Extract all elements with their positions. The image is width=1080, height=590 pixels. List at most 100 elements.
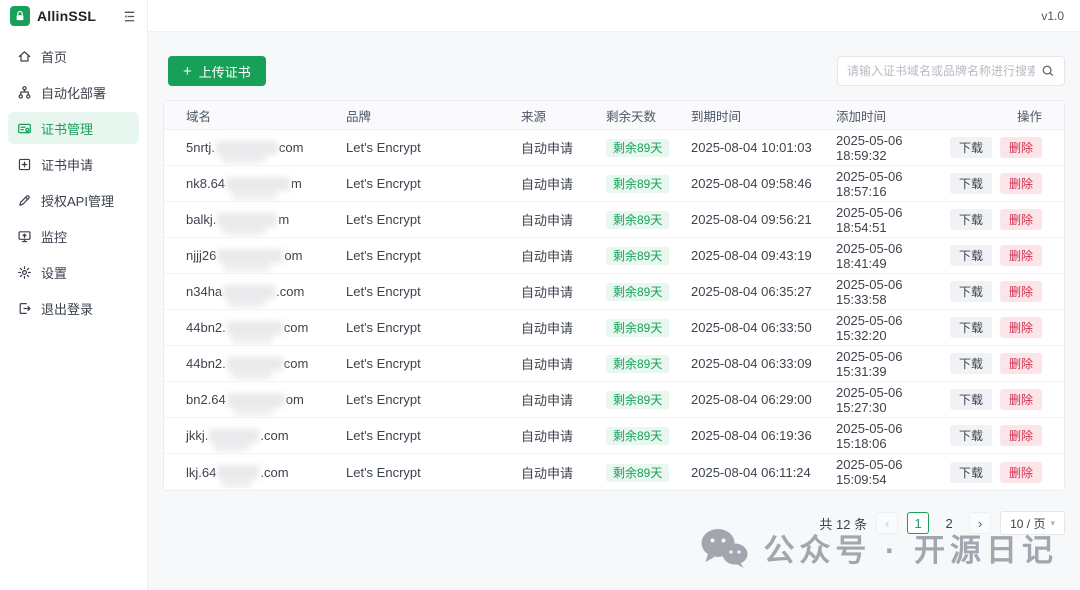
page-size-select[interactable]: 10 / 页 ▾	[1000, 511, 1065, 535]
sidebar-item-label: 退出登录	[41, 301, 94, 317]
sidebar-item-certificate[interactable]: 证书管理	[8, 112, 139, 144]
sidebar-item-label: 设置	[41, 265, 68, 281]
blurred-domain-segment	[226, 176, 291, 199]
delete-button[interactable]: 删除	[1000, 353, 1042, 374]
download-button[interactable]: 下载	[950, 281, 992, 302]
search-icon[interactable]	[1041, 64, 1055, 78]
cell-expires: 2025-08-04 06:35:27	[691, 284, 812, 299]
sidebar-item-label: 证书管理	[41, 121, 94, 137]
days-remaining-badge: 剩余89天	[606, 355, 670, 373]
cell-expires: 2025-08-04 09:56:21	[691, 212, 812, 227]
days-remaining-badge: 剩余89天	[606, 463, 670, 482]
sidebar-item-monitor[interactable]: 监控	[8, 220, 139, 252]
blurred-domain-segment	[209, 428, 260, 451]
page-button-1[interactable]: 1	[907, 512, 930, 534]
chevron-left-icon[interactable]: ‹	[876, 512, 899, 534]
cell-domain: n34ha .com	[186, 284, 305, 307]
table-row: jkkj. .com Let's Encrypt 自动申请 剩余89天 2025-…	[164, 418, 1064, 454]
delete-button[interactable]: 删除	[1000, 173, 1042, 194]
upload-certificate-button[interactable]: + 上传证书	[168, 56, 266, 86]
column-header-expires: 到期时间	[691, 109, 742, 124]
days-remaining-badge: 剩余89天	[606, 247, 670, 265]
cell-added: 2025-05-06 15:33:58	[836, 276, 903, 307]
table-row: nk8.64 m Let's Encrypt 自动申请 剩余89天 2025-08…	[164, 166, 1064, 202]
blurred-domain-segment	[226, 356, 283, 379]
delete-button[interactable]: 删除	[1000, 461, 1042, 483]
sidebar-item-logout[interactable]: 退出登录	[8, 292, 139, 324]
cell-expires: 2025-08-04 06:33:09	[691, 356, 812, 371]
cell-source: 自动申请	[521, 249, 574, 264]
cell-brand: Let's Encrypt	[346, 248, 421, 263]
deploy-icon	[17, 85, 32, 100]
sidebar-item-label: 自动化部署	[41, 85, 107, 101]
sidebar: AllinSSL 首页 自动化部署 证书管理 证书申请 授权API管理 监控 设…	[0, 0, 148, 590]
certificates-table: 域名 品牌 来源 剩余天数 到期时间 添加时间 操作 5nrtj. com Let…	[163, 100, 1065, 491]
cell-added: 2025-05-06 15:18:06	[836, 420, 903, 451]
download-button[interactable]: 下载	[950, 353, 992, 374]
download-button[interactable]: 下载	[950, 209, 992, 230]
cell-added: 2025-05-06 18:54:51	[836, 204, 903, 235]
download-button[interactable]: 下载	[950, 317, 992, 338]
cell-expires: 2025-08-04 06:11:24	[691, 464, 811, 480]
cell-added: 2025-05-06 15:32:20	[836, 312, 903, 343]
cell-source: 自动申请	[521, 177, 574, 192]
cell-expires: 2025-08-04 06:19:36	[691, 428, 812, 443]
search-input[interactable]	[847, 64, 1035, 78]
cell-added: 2025-05-06 15:31:39	[836, 348, 903, 379]
cert-apply-icon	[17, 157, 32, 172]
search-box[interactable]	[837, 56, 1065, 86]
cell-source: 自动申请	[521, 321, 574, 336]
delete-button[interactable]: 删除	[1000, 245, 1042, 266]
cell-domain: njjj26 om	[186, 248, 303, 271]
sidebar-item-gear[interactable]: 设置	[8, 256, 139, 288]
download-button[interactable]: 下载	[950, 461, 992, 483]
cell-added: 2025-05-06 18:41:49	[836, 240, 903, 271]
days-remaining-badge: 剩余89天	[606, 283, 670, 301]
days-remaining-badge: 剩余89天	[606, 139, 670, 157]
cell-source: 自动申请	[521, 357, 574, 372]
sidebar-item-home[interactable]: 首页	[8, 40, 139, 72]
delete-button[interactable]: 删除	[1000, 389, 1042, 410]
table-row: bn2.64 om Let's Encrypt 自动申请 剩余89天 2025-0…	[164, 382, 1064, 418]
cell-expires: 2025-08-04 06:33:50	[691, 320, 812, 335]
chevron-right-icon[interactable]: ›	[969, 512, 992, 534]
days-remaining-badge: 剩余89天	[606, 391, 670, 409]
cell-domain: balkj. m	[186, 212, 290, 235]
gear-icon	[17, 265, 32, 280]
cell-brand: Let's Encrypt	[346, 356, 421, 371]
download-button[interactable]: 下载	[950, 173, 992, 194]
logout-icon	[17, 301, 32, 316]
cell-domain: 44bn2. com	[186, 356, 309, 379]
column-header-days: 剩余天数	[606, 109, 657, 124]
delete-button[interactable]: 删除	[1000, 281, 1042, 302]
download-button[interactable]: 下载	[950, 425, 992, 446]
delete-button[interactable]: 删除	[1000, 209, 1042, 230]
download-button[interactable]: 下载	[950, 389, 992, 410]
cell-expires: 2025-08-04 09:43:19	[691, 248, 812, 263]
delete-button[interactable]: 删除	[1000, 317, 1042, 338]
download-button[interactable]: 下载	[950, 245, 992, 266]
version-label: v1.0	[1041, 8, 1064, 23]
sidebar-item-api-key[interactable]: 授权API管理	[8, 184, 139, 216]
cell-source: 自动申请	[521, 465, 574, 481]
cell-source: 自动申请	[521, 429, 574, 444]
cell-domain: lkj.64 .com	[186, 464, 289, 487]
api-key-icon	[17, 193, 32, 208]
table-row: n34ha .com Let's Encrypt 自动申请 剩余89天 2025-…	[164, 274, 1064, 310]
download-button[interactable]: 下载	[950, 137, 992, 158]
page-button-2[interactable]: 2	[945, 515, 953, 531]
cell-brand: Let's Encrypt	[346, 392, 421, 407]
menu-fold-icon[interactable]	[122, 9, 137, 24]
pagination-total: 共 12 条	[819, 516, 868, 532]
delete-button[interactable]: 删除	[1000, 137, 1042, 158]
sidebar-item-cert-apply[interactable]: 证书申请	[8, 148, 139, 180]
cell-added: 2025-05-06 15:27:30	[836, 384, 903, 415]
cell-source: 自动申请	[521, 213, 574, 228]
cell-brand: Let's Encrypt	[346, 428, 421, 443]
sidebar-item-deploy[interactable]: 自动化部署	[8, 76, 139, 108]
blurred-domain-segment	[217, 212, 278, 235]
days-remaining-badge: 剩余89天	[606, 175, 670, 193]
delete-button[interactable]: 删除	[1000, 425, 1042, 446]
